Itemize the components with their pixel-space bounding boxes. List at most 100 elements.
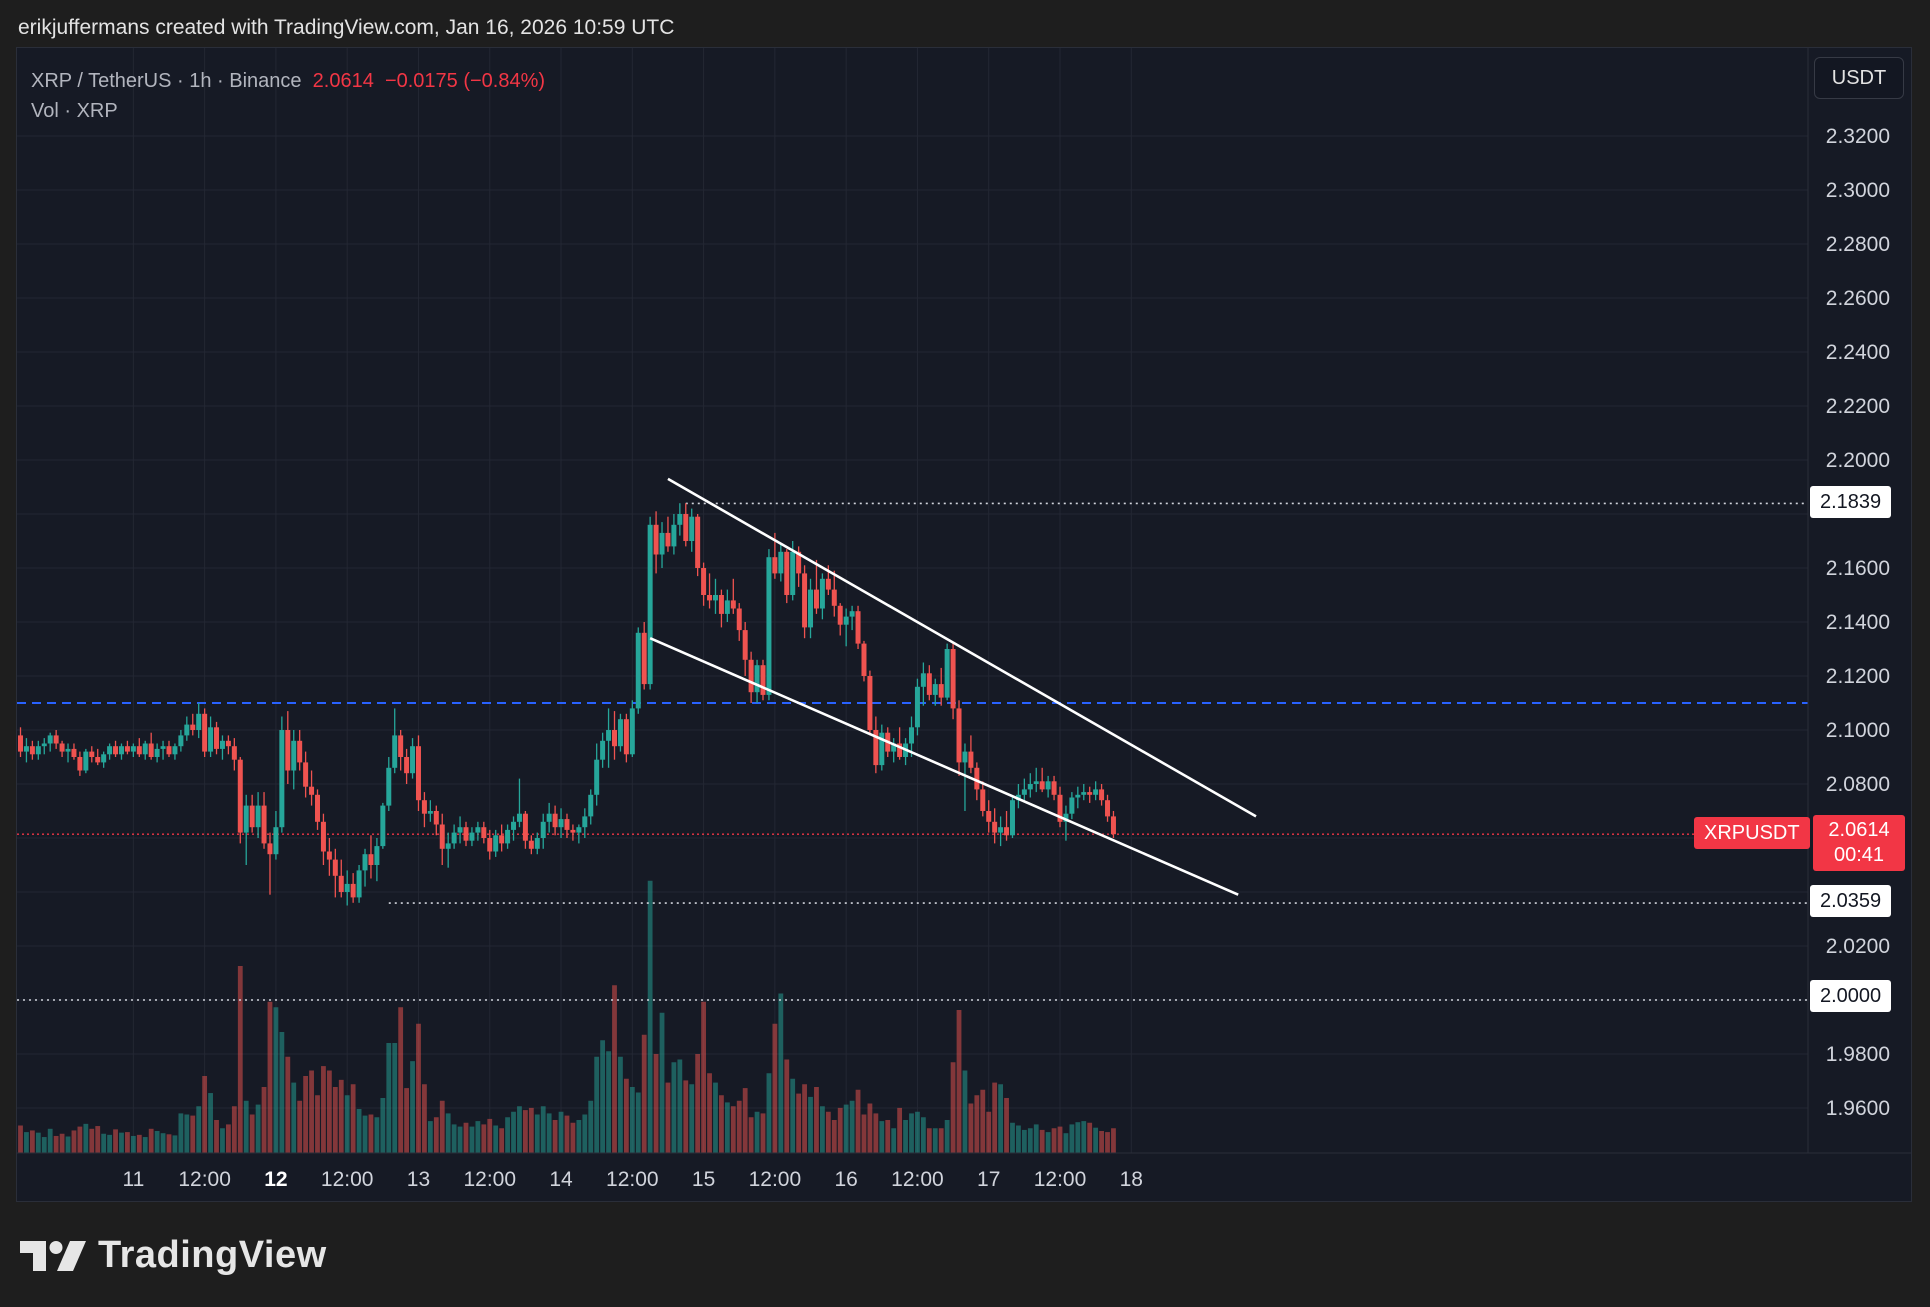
price-change-legend: −0.0175 (−0.84%) bbox=[384, 70, 546, 92]
price-axis[interactable]: 2.3200 2.3000 2.2800 2.2600 2.2400 2.2200 2.20… bbox=[1807, 48, 1890, 1153]
candle bbox=[944, 643, 950, 701]
candle-body bbox=[404, 757, 410, 774]
volume-bar bbox=[130, 1135, 136, 1153]
candle-body bbox=[766, 557, 772, 695]
candle bbox=[813, 559, 819, 614]
volume-bar bbox=[326, 1070, 332, 1153]
volume-bar bbox=[1063, 1133, 1069, 1153]
volume-bar bbox=[505, 1117, 510, 1153]
candle-body bbox=[350, 883, 356, 898]
candle bbox=[249, 794, 255, 833]
candle-body bbox=[297, 740, 303, 763]
candle-body bbox=[380, 805, 386, 847]
volume-bar bbox=[142, 1137, 148, 1153]
candle-body bbox=[1093, 789, 1099, 795]
candle bbox=[65, 743, 71, 763]
wedge-trendlines[interactable] bbox=[649, 477, 1257, 896]
volume-bar bbox=[368, 1114, 374, 1153]
candle bbox=[956, 700, 962, 776]
candle bbox=[261, 792, 267, 849]
candle-body bbox=[974, 767, 980, 790]
candle-body bbox=[926, 673, 932, 695]
candle bbox=[190, 713, 196, 736]
candle-body bbox=[956, 708, 962, 763]
volume-bar bbox=[208, 1093, 213, 1153]
candle bbox=[683, 503, 689, 547]
candle bbox=[730, 578, 736, 614]
candle bbox=[712, 578, 718, 614]
candle bbox=[297, 730, 303, 771]
candle bbox=[279, 716, 285, 833]
candle-body bbox=[968, 751, 974, 768]
candle bbox=[35, 740, 41, 760]
time-tick-label: 12:00 bbox=[749, 1168, 802, 1191]
candle bbox=[540, 813, 546, 849]
candle-body bbox=[261, 805, 267, 844]
candle bbox=[457, 816, 463, 844]
candle bbox=[1069, 792, 1075, 820]
symbol-description[interactable]: XRP / TetherUS · 1h · Binance bbox=[31, 70, 302, 92]
candle bbox=[546, 802, 552, 833]
candle-body bbox=[843, 616, 849, 625]
volume-bar bbox=[719, 1095, 724, 1153]
volume-bar bbox=[665, 1082, 671, 1153]
time-tick-label: 11 bbox=[122, 1168, 144, 1191]
candle-body bbox=[879, 732, 885, 766]
volume-bar bbox=[724, 1102, 730, 1153]
price-tick-label: 1.9600 bbox=[1826, 1097, 1890, 1120]
chart-frame[interactable] bbox=[16, 47, 1912, 1202]
candle bbox=[760, 659, 766, 701]
volume-bar bbox=[113, 1129, 118, 1153]
candle bbox=[196, 703, 202, 739]
candle-body bbox=[101, 754, 107, 763]
volume-bar bbox=[59, 1133, 65, 1153]
candle bbox=[879, 724, 885, 771]
price-tick-label: 2.0800 bbox=[1826, 773, 1890, 796]
candle-body bbox=[938, 684, 944, 698]
candle bbox=[986, 800, 992, 833]
volume-bar bbox=[261, 1087, 267, 1153]
candle-body bbox=[944, 649, 950, 698]
candle-body bbox=[742, 630, 748, 660]
candle-body bbox=[962, 751, 968, 763]
candle-body bbox=[148, 743, 154, 757]
time-axis[interactable]: 11 12:00 12 12:00 13 12:00 14 12:00 15 12:00 16 12:… bbox=[17, 1152, 1912, 1191]
last-price-legend: 2.0614 bbox=[312, 70, 374, 92]
candle bbox=[332, 848, 338, 898]
candle-body bbox=[594, 759, 600, 795]
candle bbox=[926, 665, 932, 701]
volume-bar bbox=[273, 1007, 279, 1153]
volume-bar bbox=[760, 1113, 766, 1153]
volume-legend[interactable]: Vol · XRP bbox=[31, 100, 118, 122]
candle-body bbox=[677, 514, 683, 525]
candle-body bbox=[35, 746, 41, 755]
candle bbox=[831, 570, 837, 617]
volume-bar bbox=[671, 1062, 677, 1153]
volume-bar bbox=[47, 1128, 53, 1153]
volume-bar bbox=[742, 1088, 748, 1153]
volume-bar bbox=[998, 1084, 1003, 1153]
volume-bar bbox=[968, 1103, 974, 1153]
candle-body bbox=[647, 524, 653, 685]
candle-body bbox=[1075, 794, 1081, 798]
currency-unit-button[interactable]: USDT bbox=[1814, 57, 1904, 99]
candle-body bbox=[802, 573, 808, 628]
volume-bar bbox=[938, 1128, 944, 1153]
volume-bar bbox=[416, 1023, 421, 1153]
tradingview-brand[interactable]: TradingView bbox=[20, 1234, 327, 1277]
volume-bar bbox=[89, 1128, 95, 1153]
volume-bar bbox=[1087, 1122, 1093, 1153]
price-chart[interactable]: 2.3200 2.3000 2.2800 2.2600 2.2400 2.2200 2.20… bbox=[0, 0, 1930, 1230]
time-tick-label: 12:00 bbox=[606, 1168, 659, 1191]
volume-bar bbox=[950, 1062, 956, 1153]
volume-bar bbox=[285, 1056, 291, 1153]
volume-bar bbox=[279, 1032, 285, 1153]
candle-body bbox=[338, 875, 344, 892]
candle-body bbox=[552, 813, 558, 828]
volume-bar bbox=[315, 1095, 320, 1153]
volume-bar bbox=[861, 1114, 867, 1153]
candle-body bbox=[867, 676, 873, 730]
candle bbox=[612, 711, 617, 760]
candle bbox=[439, 813, 445, 865]
volume-bar bbox=[433, 1117, 439, 1153]
